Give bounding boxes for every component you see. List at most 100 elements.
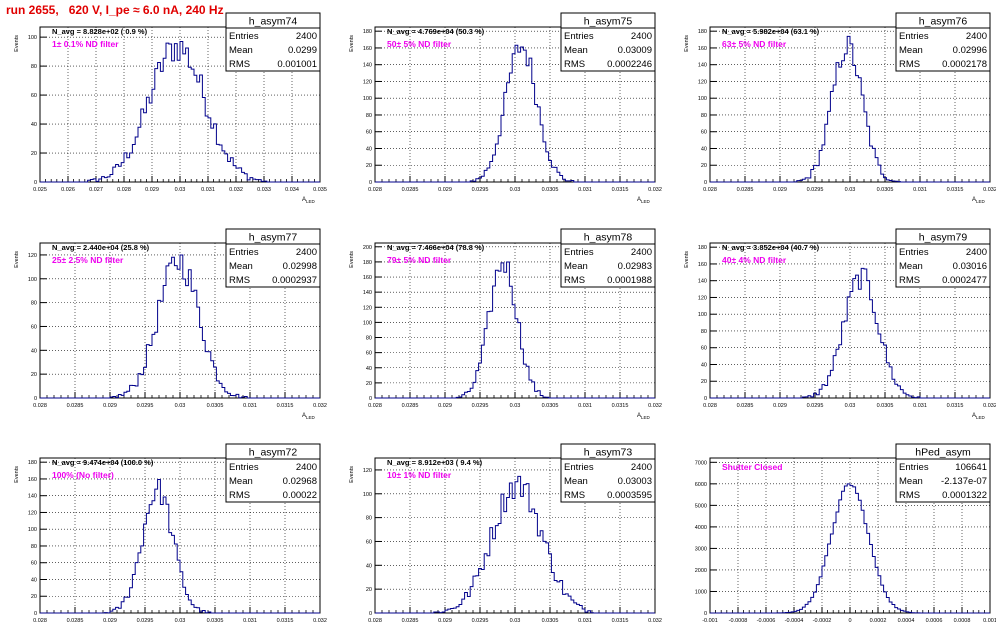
stats-value: 0.0001988 [607,275,652,286]
y-tick-label: 120 [363,79,372,85]
y-tick-label: 80 [31,64,37,70]
y-tick-label: 160 [28,477,37,483]
x-tick-label: 0.03 [175,403,186,409]
navg-label: N_avg = 8.912e+03 ( 9.4 %) [387,458,483,467]
histogram-panel-h_asym75: 0.028 0.0285 0.029 0.0295 0.03 0.0305 0.031 0.0… [349,12,662,204]
y-tick-label: 120 [363,305,372,311]
histogram-name: hPed_asym [915,447,971,459]
y-tick-label: 20 [366,381,372,387]
histogram-panel-h_asym73: 0.028 0.0285 0.029 0.0295 0.03 0.0305 0.031 0.0… [349,443,662,622]
y-tick-label: 80 [31,544,37,550]
filter-label: Shutter Closed [722,462,782,472]
y-tick-label: 60 [366,539,372,545]
y-tick-label: 100 [28,527,37,533]
y-tick-label: 40 [366,563,372,569]
filter-label: 10± 1% ND filter [387,470,452,480]
stats-value: 0.02983 [618,261,652,272]
x-tick-label: 0 [848,618,851,622]
y-tick-label: 0 [34,180,37,186]
x-tick-label: 0.03 [510,187,521,193]
histogram-series-h_asym76 [710,35,990,183]
x-tick-label: 0.0285 [402,403,419,409]
stats-value: 0.02998 [283,261,317,272]
y-tick-label: 60 [31,561,37,567]
x-tick-label: 0.0004 [898,618,915,622]
filter-label: 1± 0.1% ND filter [52,39,119,49]
x-tick-label: 0.03 [175,618,186,622]
x-tick-label: 0.03 [510,403,521,409]
y-tick-label: 20 [31,372,37,378]
x-tick-label: 0.0295 [472,403,489,409]
x-tick-label: 0.028 [703,403,717,409]
x-tick-label: 0.029 [103,403,117,409]
x-tick-label: 0.0295 [137,618,154,622]
y-tick-label: 160 [363,275,372,281]
stats-key: RMS [899,490,920,501]
navg-label: N_avg = 4.769e+04 (50.3 %) [387,27,485,36]
histogram-panel-h_asym74: 0.025 0.026 0.027 0.028 0.029 0.03 0.031 0.032 0… [14,12,327,204]
histogram-series-h_asym79 [710,267,990,399]
y-tick-label: 20 [31,594,37,600]
y-tick-label: 0 [704,180,707,186]
x-tick-label: 0.0295 [137,403,154,409]
y-tick-label: 140 [698,63,707,69]
y-tick-label: 40 [31,577,37,583]
navg-label: N_avg = 8.828e+02 ( 0.9 %) [52,27,148,36]
y-tick-label: 100 [698,96,707,102]
y-tick-label: 60 [366,130,372,136]
stats-value: 2400 [966,31,987,42]
stats-value: 0.02996 [953,45,987,56]
x-tick-label: 0.001 [983,618,996,622]
y-tick-label: 140 [363,290,372,296]
navg-label: N_avg = 7.466e+04 (78.8 %) [387,243,485,252]
x-tick-label: 0.032 [983,403,996,409]
stats-value: 2400 [296,462,317,473]
stats-box [225,443,321,503]
x-tick-label: 0.0008 [954,618,971,622]
x-tick-label: 0.031 [578,403,592,409]
histogram-name: h_asym75 [584,16,633,28]
histogram-panel-h_asym77: 0.028 0.0285 0.029 0.0295 0.03 0.0305 0.031 0.0… [14,228,327,420]
stats-value: 0.0003595 [607,490,652,501]
y-tick-label: 0 [34,396,37,402]
y-axis-label: Events [349,251,355,268]
x-tick-label: -0.0006 [757,618,776,622]
navg-label: N_avg = 9.474e+04 (100.0 %) [52,458,154,467]
stats-key: RMS [564,490,585,501]
y-tick-label: 120 [28,253,37,259]
histogram-name: h_asym73 [584,447,633,459]
y-tick-label: 120 [698,79,707,85]
filter-label: 50± 5% ND filter [387,39,452,49]
y-tick-label: 100 [363,492,372,498]
y-tick-label: 100 [28,277,37,283]
navg-label: N_avg = 2.440e+04 (25.8 %) [52,243,150,252]
x-tick-label: 0.0285 [67,618,84,622]
page-title: run 2655, 620 V, I_pe ≈ 6.0 nA, 240 Hz [6,3,224,17]
histogram-name: h_asym77 [249,232,298,244]
y-tick-label: 20 [701,163,707,169]
x-tick-label: 0.032 [229,187,243,193]
x-tick-label: 0.0315 [947,403,964,409]
stats-key: Mean [564,476,588,487]
y-tick-label: 80 [366,516,372,522]
x-tick-label: 0.0295 [807,403,824,409]
histogram-name: h_asym79 [919,232,968,244]
x-tick-label: 0.028 [368,618,382,622]
y-tick-label: 180 [698,245,707,251]
x-tick-label: 0.0315 [612,618,629,622]
stats-value: 0.03003 [618,476,652,487]
y-tick-label: 0 [34,611,37,617]
histogram-panel-h_asym79: 0.028 0.0285 0.029 0.0295 0.03 0.0305 0.031 0.0… [684,228,996,420]
y-tick-label: 40 [366,366,372,372]
stats-box [895,12,991,72]
x-tick-label: 0.027 [89,187,103,193]
y-axis-label: Events [684,251,690,268]
stats-key: Mean [564,45,588,56]
stats-value: -2.137e-07 [941,476,987,487]
x-tick-label: 0.033 [257,187,271,193]
y-axis-label: Events [14,35,20,52]
x-tick-label: 0.025 [33,187,47,193]
stats-key: Entries [229,462,259,473]
y-tick-label: 100 [28,35,37,41]
x-tick-label: 0.032 [648,187,662,193]
